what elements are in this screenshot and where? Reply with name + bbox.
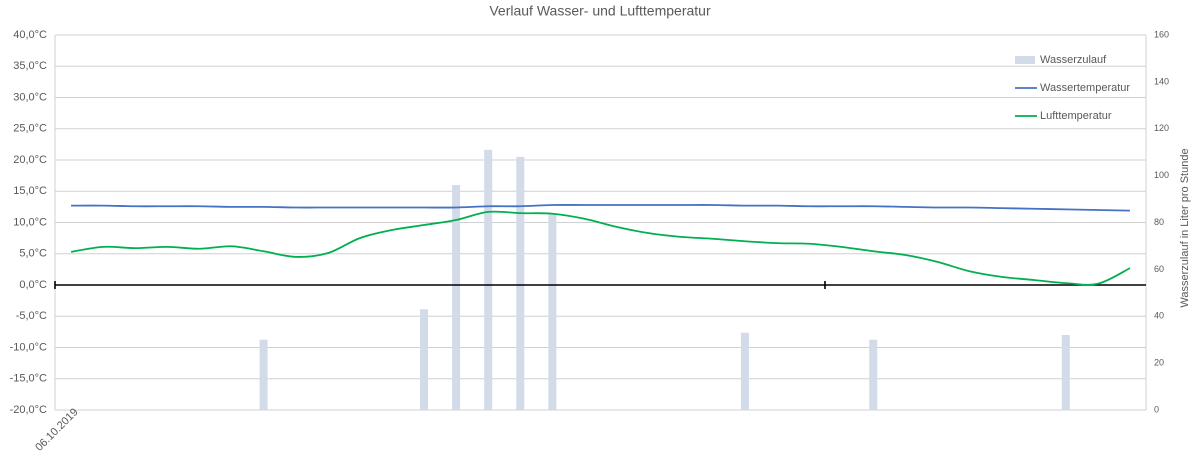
y-tick-label: -15,0°C xyxy=(10,373,47,385)
y2-tick-label: 0 xyxy=(1154,404,1159,414)
y-tick-label: -5,0°C xyxy=(16,310,47,322)
y-tick-label: 10,0°C xyxy=(13,216,47,228)
y-tick-label: 35,0°C xyxy=(13,60,47,72)
y2-tick-label: 60 xyxy=(1154,264,1164,274)
y2-axis-title: Wasserzulauf in Liter pro Stunde xyxy=(1179,148,1191,307)
legend-label: Wasserzulauf xyxy=(1040,54,1107,66)
y-tick-label: 5,0°C xyxy=(19,248,47,260)
legend-label: Wassertemperatur xyxy=(1040,82,1130,94)
bar xyxy=(740,332,749,410)
bar xyxy=(259,339,268,410)
y2-tick-label: 100 xyxy=(1154,170,1169,180)
y-tick-label: 15,0°C xyxy=(13,185,47,197)
bar xyxy=(420,309,429,410)
bar xyxy=(548,213,557,410)
bar xyxy=(1061,335,1070,410)
y2-tick-label: 80 xyxy=(1154,217,1164,227)
y-tick-label: 20,0°C xyxy=(13,154,47,166)
chart-title: Verlauf Wasser- und Lufttemperatur xyxy=(489,3,711,19)
y-tick-label: -20,0°C xyxy=(10,404,47,416)
bar xyxy=(516,156,525,410)
y2-tick-label: 140 xyxy=(1154,76,1169,86)
y-tick-label: 0,0°C xyxy=(19,279,47,291)
y-tick-label: 25,0°C xyxy=(13,123,47,135)
line xyxy=(71,204,1130,212)
y2-tick-label: 40 xyxy=(1154,311,1164,321)
legend-swatch xyxy=(1015,56,1035,64)
y2-tick-label: 20 xyxy=(1154,358,1164,368)
y-tick-label: 30,0°C xyxy=(13,91,47,103)
bar xyxy=(869,339,878,410)
bar xyxy=(484,149,493,410)
y2-tick-label: 120 xyxy=(1154,123,1169,133)
bar xyxy=(452,185,461,410)
legend-label: Lufttemperatur xyxy=(1040,110,1112,122)
y-tick-label: -10,0°C xyxy=(10,341,47,353)
y2-tick-label: 160 xyxy=(1154,29,1169,39)
y-tick-label: 40,0°C xyxy=(13,29,47,41)
line xyxy=(70,210,1131,286)
